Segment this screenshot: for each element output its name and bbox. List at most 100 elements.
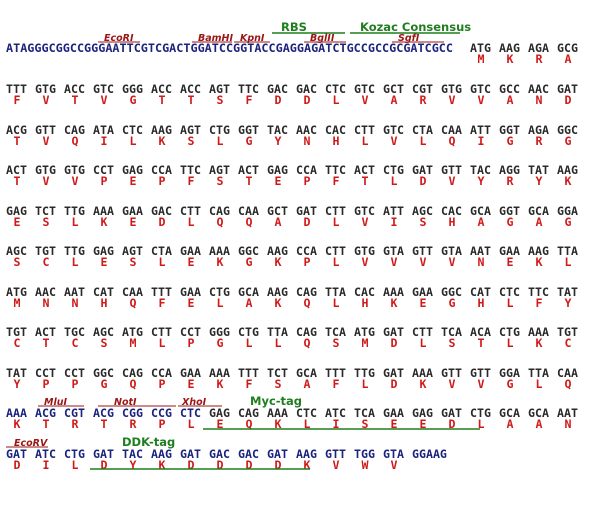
codon: CAC [325, 123, 346, 137]
amino-acid: T [43, 417, 50, 431]
codon: GTG [64, 163, 85, 177]
amino-acid: G [101, 377, 108, 391]
codon: CTG [209, 123, 230, 137]
codon: GAT [296, 204, 317, 218]
amino-acid: L [391, 174, 398, 188]
sequence-row: TTTFGTGVACCTGTCVGGGGACCTACCTAGTSTTCFGACD… [6, 82, 578, 107]
codon: GTG [354, 244, 375, 258]
feature-label-rbs: RBS [281, 20, 307, 34]
codon: GAT [412, 163, 433, 177]
amino-acid: C [72, 336, 79, 350]
codon: GGT [238, 123, 259, 137]
codon: AAA [209, 244, 230, 258]
codon: GTG [441, 82, 462, 96]
amino-acid: G [217, 336, 224, 350]
amino-acid: P [304, 255, 311, 269]
amino-acid: D [304, 215, 311, 229]
site-label-ecori: EcoRI [104, 33, 134, 44]
codon: AAC [296, 123, 317, 137]
codon: TAC [267, 123, 288, 137]
amino-acid: D [304, 93, 311, 107]
codon: CTT [354, 123, 375, 137]
amino-acid: K [536, 336, 543, 350]
amino-acid: E [188, 377, 195, 391]
codon: GAG [412, 406, 433, 420]
amino-acid: K [565, 174, 572, 188]
amino-acid: K [217, 377, 224, 391]
amino-acid: S [188, 134, 195, 148]
amino-acid: L [420, 336, 427, 350]
amino-acid: T [362, 174, 369, 188]
sequence-row: AGCSTGTCTTGLGAGEAGTSCTALGAAEAAAKGGCGAAGK… [6, 244, 578, 269]
codon: TGT [6, 325, 27, 339]
amino-acid: K [101, 215, 108, 229]
amino-acid: W [362, 458, 369, 472]
codon: AAA [528, 325, 549, 339]
codon: AAT [470, 244, 491, 258]
amino-acid: V [362, 255, 369, 269]
codon: GGG [209, 325, 230, 339]
amino-acid: L [188, 215, 195, 229]
amino-acid: V [391, 255, 398, 269]
codon: CTA [412, 123, 433, 137]
amino-acid: T [101, 417, 108, 431]
amino-acid: F [188, 174, 195, 188]
codon: CCG [151, 406, 172, 420]
amino-acid: T [478, 336, 485, 350]
codon: CTT [180, 204, 201, 218]
codon: GAC [238, 447, 259, 461]
codon: TTT [6, 82, 27, 96]
amino-acid: L [217, 134, 224, 148]
codon: TTA [267, 325, 288, 339]
amino-acid: S [217, 93, 224, 107]
amino-acid: A [246, 296, 253, 310]
amino-acid: L [333, 255, 340, 269]
amino-acid: E [217, 417, 224, 431]
amino-acid: E [101, 255, 108, 269]
amino-acid: A [507, 93, 514, 107]
codon: GTG [35, 82, 56, 96]
codon: CAG [209, 204, 230, 218]
amino-acid: V [362, 215, 369, 229]
amino-acid: L [304, 417, 311, 431]
codon: CTC [499, 285, 520, 299]
amino-acid: L [333, 296, 340, 310]
codon: GGC [238, 244, 259, 258]
codon: GAA [180, 285, 201, 299]
codon: CCT [180, 325, 201, 339]
codon: AAT [557, 406, 578, 420]
codon: AAG [267, 244, 288, 258]
codon: TTT [151, 285, 172, 299]
codon: CCT [64, 366, 85, 380]
codon: GGC [441, 285, 462, 299]
amino-acid: D [565, 93, 572, 107]
amino-acid: V [449, 174, 456, 188]
amino-acid: V [420, 255, 427, 269]
codon: GAG [6, 204, 27, 218]
codon: AAA [209, 366, 230, 380]
amino-acid: Y [130, 458, 137, 472]
codon: AGT [122, 244, 143, 258]
amino-acid: Y [14, 377, 21, 391]
amino-acid: H [333, 134, 340, 148]
codon: TTG [64, 244, 85, 258]
codon: GAT [441, 406, 462, 420]
amino-acid: H [478, 296, 485, 310]
amino-acid: V [391, 134, 398, 148]
codon: CAA [557, 366, 578, 380]
sequence-row: ATGMAACNAATNCATHCAAQTTTFGAAECTGLGCAAAAGK… [6, 285, 578, 310]
codon: GAA [180, 366, 201, 380]
codon: GAT [267, 447, 288, 461]
site-label-bglii: BglII [310, 33, 335, 44]
codon: GCT [383, 82, 404, 96]
amino-acid: S [362, 417, 369, 431]
amino-acid: D [188, 458, 195, 472]
amino-acid: L [333, 215, 340, 229]
codon: GAA [412, 285, 433, 299]
codon: TTG [354, 366, 375, 380]
codon: CTT [151, 325, 172, 339]
codon: CTG [238, 325, 259, 339]
codon: GTC [383, 123, 404, 137]
codon: AGC [93, 325, 114, 339]
